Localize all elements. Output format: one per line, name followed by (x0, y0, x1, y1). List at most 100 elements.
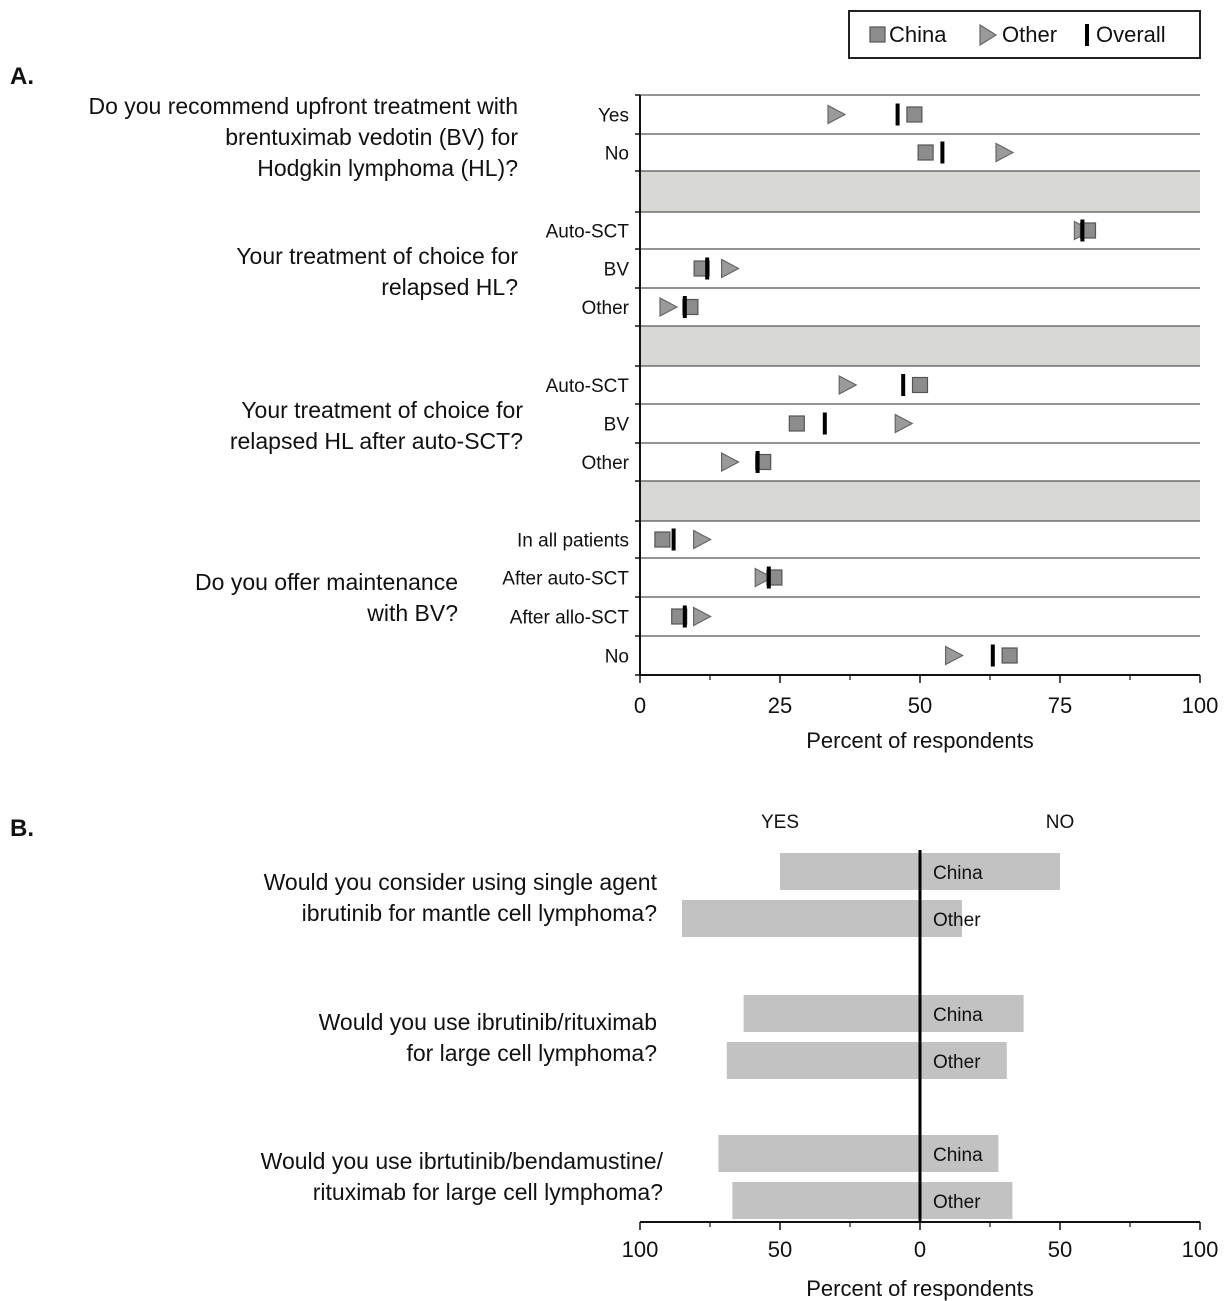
bar-group-label: China (933, 1145, 983, 1166)
x-tick-label: 25 (768, 693, 792, 718)
no-bar (920, 853, 1060, 890)
overall-marker (682, 296, 687, 318)
panel-a-xlabel: Percent of respondents (806, 728, 1033, 753)
overall-marker (901, 374, 906, 396)
row-label: Other (581, 453, 629, 474)
question-text-line: relapsed HL? (381, 274, 518, 300)
overall-marker (682, 605, 687, 628)
row-label: After auto-SCT (502, 569, 629, 590)
question-text-line: brentuximab vedotin (BV) for (225, 124, 518, 150)
legend-overall-label: Overall (1096, 22, 1166, 47)
question-text-line: Would you use ibrutinib/rituximab (319, 1009, 657, 1035)
other-marker (944, 645, 964, 666)
x-tick-label: 100 (1182, 1237, 1219, 1262)
row-label: After allo-SCT (510, 608, 630, 629)
yes-bar (780, 853, 920, 890)
no-bar (920, 900, 962, 937)
question-text-line: Hodgkin lymphoma (HL)? (257, 155, 518, 181)
x-tick-label: 50 (768, 1237, 792, 1262)
overall-marker (766, 566, 771, 589)
bar-group-label: Other (933, 1052, 981, 1073)
question-text-line: Your treatment of choice for (236, 243, 518, 269)
question-text-line: rituximab for large cell lymphoma? (313, 1179, 663, 1205)
other-marker (659, 297, 679, 317)
yes-bar (732, 1182, 920, 1219)
question-text-line: for large cell lymphoma? (406, 1040, 657, 1066)
yes-bar (726, 1042, 920, 1079)
x-tick-label: 100 (1182, 693, 1219, 718)
separator-band (640, 171, 1200, 212)
no-bar (920, 995, 1024, 1032)
x-tick-label: 0 (634, 693, 646, 718)
overall-marker (822, 412, 827, 435)
question-text-line: ibrutinib for mantle cell lymphoma? (302, 900, 657, 926)
china-marker (917, 144, 934, 161)
overall-marker (755, 451, 760, 473)
china-marker (654, 531, 671, 548)
x-tick-label: 0 (914, 1237, 926, 1262)
question-text-line: Would you use ibrtutinib/bendamustine/ (261, 1148, 664, 1174)
china-marker (1001, 647, 1018, 664)
other-marker (894, 413, 914, 434)
question-text-line: Would you consider using single agent (264, 869, 658, 895)
other-marker (827, 104, 847, 125)
x-tick-label: 75 (1048, 693, 1072, 718)
question-text-line: relapsed HL after auto-SCT? (230, 428, 523, 454)
bar-group-label: China (933, 1005, 983, 1026)
other-marker (692, 606, 712, 627)
separator-band (640, 326, 1200, 366)
bar-group-label: China (933, 863, 983, 884)
legend: China Other Overall (848, 10, 1201, 59)
other-marker (720, 452, 740, 472)
china-marker (911, 376, 929, 394)
overall-marker (671, 528, 676, 551)
x-tick-label: 50 (1048, 1237, 1072, 1262)
row-label: In all patients (517, 531, 629, 552)
overall-marker (705, 257, 710, 280)
question-text-line: Do you offer maintenance (195, 569, 458, 595)
row-label: No (605, 144, 629, 165)
other-marker (995, 142, 1015, 163)
legend-other-label: Other (1002, 22, 1057, 47)
other-marker (838, 375, 858, 395)
legend-china-label: China (889, 22, 947, 47)
question-text-line: with BV? (366, 600, 458, 626)
row-label: Yes (598, 106, 629, 127)
row-label: BV (604, 260, 630, 281)
panel-a-label: A. (10, 63, 34, 90)
panel-b-xlabel: Percent of respondents (806, 1276, 1033, 1301)
row-label: Auto-SCT (546, 376, 630, 397)
question-text-line: Your treatment of choice for (241, 397, 523, 423)
overall-marker (940, 141, 945, 164)
no-bar (920, 1182, 1013, 1219)
no-bar (920, 1135, 999, 1172)
china-marker (788, 415, 805, 432)
row-label: Auto-SCT (546, 222, 630, 243)
yes-bar (718, 1135, 920, 1172)
legend-box (848, 10, 1201, 59)
bar-group-label: Other (933, 1192, 981, 1213)
panel-b-no-label: NO (1046, 812, 1075, 833)
overall-marker (1080, 219, 1085, 242)
panel-b-label: B. (10, 815, 34, 842)
other-marker (720, 258, 740, 279)
x-tick-label: 100 (622, 1237, 659, 1262)
yes-bar (743, 995, 920, 1032)
no-bar (920, 1042, 1007, 1079)
yes-bar (682, 900, 920, 937)
bar-group-label: Other (933, 910, 981, 931)
question-text-line: Do you recommend upfront treatment with (88, 93, 518, 119)
other-marker (692, 529, 712, 550)
legend-china-marker (869, 26, 886, 43)
legend-other-marker (979, 23, 998, 47)
row-label: BV (604, 415, 630, 436)
row-label: No (605, 647, 629, 668)
x-tick-label: 50 (908, 693, 932, 718)
china-marker (906, 106, 923, 123)
overall-marker (895, 103, 900, 126)
panel-a-dotplot: 0 25 50 75 100 Do you recommend upfront treat… (88, 93, 1218, 718)
row-label: Other (581, 298, 629, 319)
separator-band (640, 481, 1200, 521)
panel-b-barplot: Would you consider using single agent ibr… (261, 850, 1219, 1262)
